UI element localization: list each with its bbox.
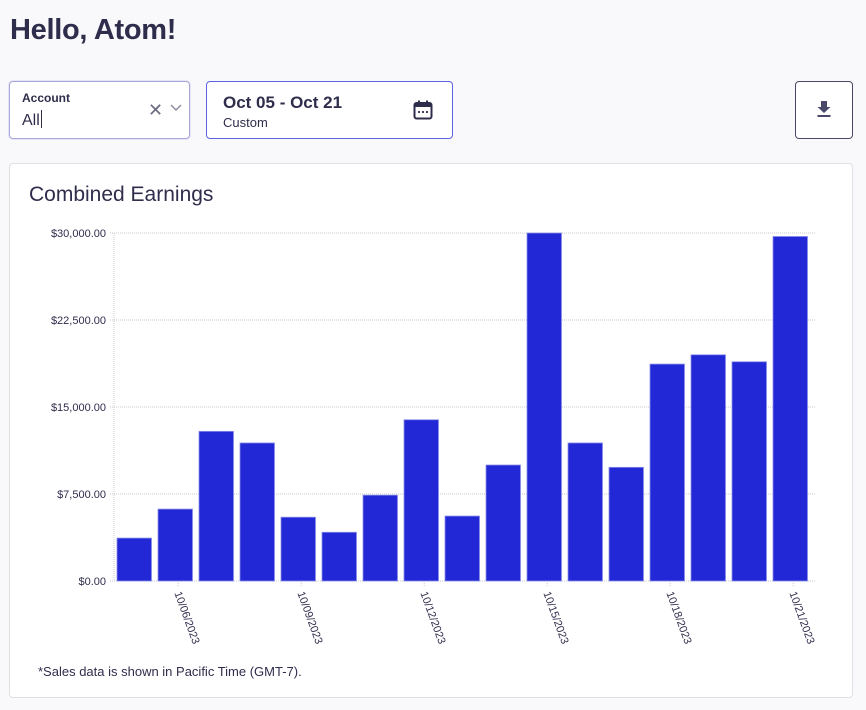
bar[interactable] <box>649 363 685 582</box>
bar[interactable] <box>485 464 521 582</box>
y-tick-label: $15,000.00 <box>51 402 106 414</box>
bar[interactable] <box>362 494 398 582</box>
download-icon <box>817 101 831 117</box>
download-button[interactable] <box>795 81 853 139</box>
bar[interactable] <box>157 508 193 582</box>
account-label: Account <box>22 91 70 105</box>
earnings-card: Combined Earnings $0.00 $7,500.00 $15,000.… <box>9 163 853 698</box>
date-range-picker[interactable]: Oct 05 - Oct 21 Custom <box>206 81 453 139</box>
calendar-icon[interactable] <box>412 99 434 121</box>
bar[interactable] <box>198 430 234 582</box>
y-tick-label: $7,500.00 <box>57 489 106 501</box>
bar[interactable] <box>280 516 316 582</box>
date-range-preset: Custom <box>223 115 268 130</box>
bar[interactable] <box>321 531 357 582</box>
timezone-footnote: *Sales data is shown in Pacific Time (GM… <box>38 664 302 679</box>
date-range-value: Oct 05 - Oct 21 <box>223 93 343 112</box>
account-value: All <box>22 112 40 129</box>
bar[interactable] <box>444 515 480 582</box>
bar[interactable] <box>526 232 562 582</box>
x-tick-label: 10/06/2023 <box>171 590 201 646</box>
bar[interactable] <box>567 442 603 582</box>
earnings-bar-chart: $0.00 $7,500.00 $15,000.00 $22,500.00 $30,00… <box>51 228 817 646</box>
y-tick-label: $22,500.00 <box>51 315 106 327</box>
text-cursor <box>40 110 42 128</box>
bar[interactable] <box>690 354 726 582</box>
x-tick-label: 10/15/2023 <box>540 590 570 646</box>
card-title: Combined Earnings <box>29 183 214 206</box>
bar[interactable] <box>608 466 644 582</box>
x-tick-label: 10/21/2023 <box>786 590 816 646</box>
y-tick-label: $30,000.00 <box>51 228 106 240</box>
x-tick-label: 10/12/2023 <box>417 590 447 646</box>
x-tick-label: 10/09/2023 <box>294 590 324 646</box>
close-icon[interactable]: ✕ <box>148 100 164 120</box>
bar[interactable] <box>731 361 767 582</box>
chevron-down-icon[interactable] <box>170 101 182 113</box>
account-select[interactable]: Account All ✕ <box>9 81 190 139</box>
account-input[interactable]: All <box>22 110 42 130</box>
bar[interactable] <box>403 419 439 582</box>
bar[interactable] <box>772 236 808 582</box>
bar[interactable] <box>116 537 152 582</box>
y-tick-label: $0.00 <box>78 576 106 588</box>
x-tick-label: 10/18/2023 <box>663 590 693 646</box>
bar[interactable] <box>239 442 275 582</box>
page-title: Hello, Atom! <box>10 14 177 46</box>
